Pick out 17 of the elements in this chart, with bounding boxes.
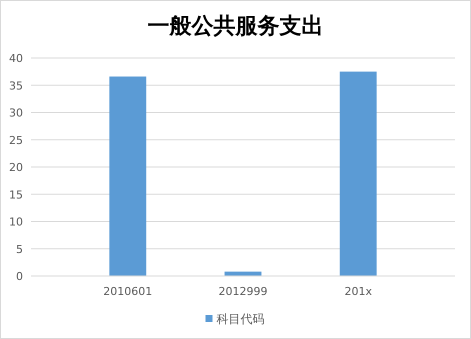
x-tick-label: 2012999	[218, 285, 268, 298]
bar	[224, 272, 262, 276]
y-tick-label: 25	[9, 134, 23, 147]
legend-label: 科目代码	[216, 312, 264, 326]
y-tick-label: 0	[16, 270, 23, 283]
y-tick-label: 10	[9, 216, 23, 228]
y-tick-label: 30	[9, 106, 23, 120]
x-tick-label: 201x	[344, 285, 372, 298]
bar	[340, 72, 377, 276]
chart-title: 一般公共服务支出	[148, 13, 324, 39]
y-tick-label: 15	[9, 188, 23, 202]
x-tick-label: 2010601	[103, 285, 152, 298]
y-tick-label: 35	[9, 79, 23, 92]
y-tick-label: 20	[9, 161, 23, 174]
y-tick-label: 40	[9, 52, 23, 65]
bar	[109, 76, 146, 276]
y-tick-label: 5	[16, 242, 23, 256]
